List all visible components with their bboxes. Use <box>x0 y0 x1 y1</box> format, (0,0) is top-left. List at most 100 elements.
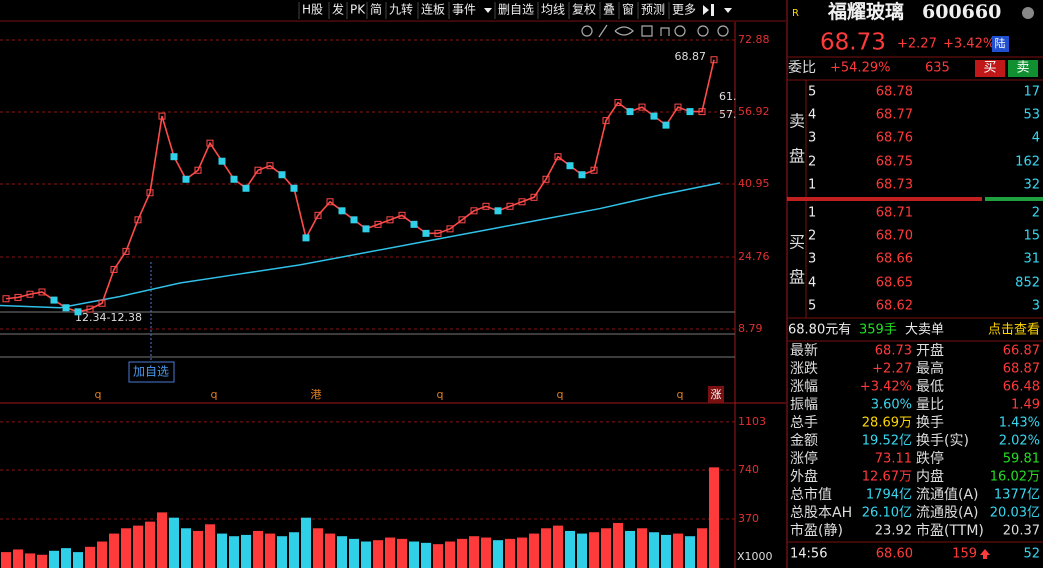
order-level: 3 <box>808 252 816 267</box>
candle <box>98 299 106 307</box>
bid-label: 买 <box>789 233 805 252</box>
toolbar-button[interactable]: 预测 <box>641 3 665 17</box>
candle <box>362 225 370 233</box>
stat-value: 3.60% <box>871 398 912 413</box>
volume-bar <box>169 517 179 568</box>
candle <box>482 202 490 210</box>
candle <box>614 99 622 107</box>
order-volume: 852 <box>1015 276 1040 291</box>
candle <box>434 229 442 237</box>
stat-value: 1.43% <box>999 416 1040 431</box>
bid-label: 盘 <box>789 268 805 287</box>
candle <box>110 265 118 273</box>
candle <box>686 108 694 116</box>
candle <box>554 153 562 161</box>
candle <box>278 171 286 179</box>
stat-label: 涨跌 <box>790 361 818 377</box>
event-marker[interactable]: q <box>437 388 444 401</box>
volume-bar <box>325 533 335 568</box>
buy-label[interactable]: 买 <box>983 61 996 76</box>
up-arrow <box>980 549 990 559</box>
ask-label: 盘 <box>789 147 805 166</box>
trade-time: 14:56 <box>790 547 827 562</box>
change: +2.27 <box>897 37 937 52</box>
toolbar-button[interactable]: 均线 <box>541 3 565 17</box>
toolbar-button[interactable]: 复权 <box>572 3 596 17</box>
toolbar-button[interactable]: PK <box>350 3 366 17</box>
commission-diff: 635 <box>925 61 950 76</box>
toolbar-button[interactable]: 删自选 <box>498 3 534 17</box>
volume-bar <box>493 540 503 568</box>
volume-bar <box>613 522 623 568</box>
stat-label: 市盈(静) <box>790 522 843 539</box>
stat-value: +3.42% <box>860 380 912 395</box>
stat-value: 23.92 <box>875 524 912 539</box>
event-marker[interactable]: 港 <box>311 388 322 401</box>
stat-value: 66.87 <box>1003 344 1040 359</box>
candle <box>638 103 646 111</box>
market: R <box>792 8 799 19</box>
ma-label: 57. <box>719 108 737 121</box>
volume-bar <box>109 533 119 568</box>
volume-bar <box>421 542 431 568</box>
candle <box>674 103 682 111</box>
order-price: 68.70 <box>876 229 913 244</box>
order-price: 68.78 <box>876 85 913 100</box>
toolbar-button[interactable]: 窗 <box>622 3 634 17</box>
stat-value: 19.52亿 <box>862 434 912 449</box>
sell-label[interactable]: 卖 <box>1016 61 1029 76</box>
event-marker[interactable]: q <box>211 388 218 401</box>
volume-bar <box>373 540 383 568</box>
event-marker[interactable]: 涨 <box>711 388 722 401</box>
order-volume: 17 <box>1023 85 1040 100</box>
volume-bar <box>61 548 71 568</box>
toolbar-button[interactable]: 叠 <box>603 3 615 17</box>
toolbar-button[interactable]: 简 <box>370 3 382 17</box>
candle <box>218 157 226 165</box>
volume-bar <box>349 538 359 568</box>
volume-bar <box>469 536 479 568</box>
settings-icon[interactable] <box>1022 7 1034 19</box>
volume-bar <box>337 536 347 568</box>
stat-value: 20.03亿 <box>990 506 1040 521</box>
volume-bar <box>145 521 155 568</box>
toolbar-button[interactable]: 连板 <box>421 2 445 17</box>
event-marker[interactable]: q <box>95 388 102 401</box>
y-tick-label: 370 <box>738 512 759 525</box>
order-price: 68.71 <box>876 206 913 221</box>
candle <box>74 308 82 316</box>
volume-bar <box>85 546 95 568</box>
candle <box>314 211 322 219</box>
candle <box>14 293 22 301</box>
event-marker[interactable]: q <box>557 388 564 401</box>
bid-ask-bar <box>985 197 1043 201</box>
stat-label: 流通值(A) <box>916 487 979 503</box>
volume-bar <box>37 554 47 568</box>
order-volume: 2 <box>1032 206 1040 221</box>
toolbar-button[interactable]: H股 <box>302 3 323 17</box>
volume-bar <box>253 530 263 568</box>
volume-bar <box>277 536 287 568</box>
volume-bar <box>565 530 575 568</box>
order-volume: 3 <box>1032 299 1040 314</box>
big-order-price: 68.80元有 <box>788 323 851 338</box>
toolbar-button[interactable]: 九转 <box>389 2 413 17</box>
stat-value: 16.02万 <box>990 470 1040 485</box>
sell-button[interactable] <box>1008 60 1038 77</box>
big-order-link[interactable]: 点击查看 <box>988 322 1040 338</box>
volume-bar <box>637 528 647 568</box>
stat-label: 振幅 <box>790 397 818 413</box>
candle <box>338 207 346 215</box>
add-watch[interactable]: 加自选 <box>133 365 169 379</box>
event-marker[interactable]: q <box>677 388 684 401</box>
add-watch-button[interactable] <box>128 361 175 383</box>
toolbar-button[interactable]: 事件 <box>452 3 476 17</box>
buy-button[interactable] <box>975 60 1005 77</box>
trade-price: 68.60 <box>876 547 913 562</box>
order-volume: 32 <box>1023 178 1040 193</box>
toolbar-button[interactable]: 更多 <box>672 3 696 17</box>
candle <box>566 162 574 170</box>
toolbar-button[interactable]: 发 <box>332 2 344 17</box>
volume-bar <box>445 541 455 568</box>
big-order-type: 大卖单 <box>905 323 944 338</box>
